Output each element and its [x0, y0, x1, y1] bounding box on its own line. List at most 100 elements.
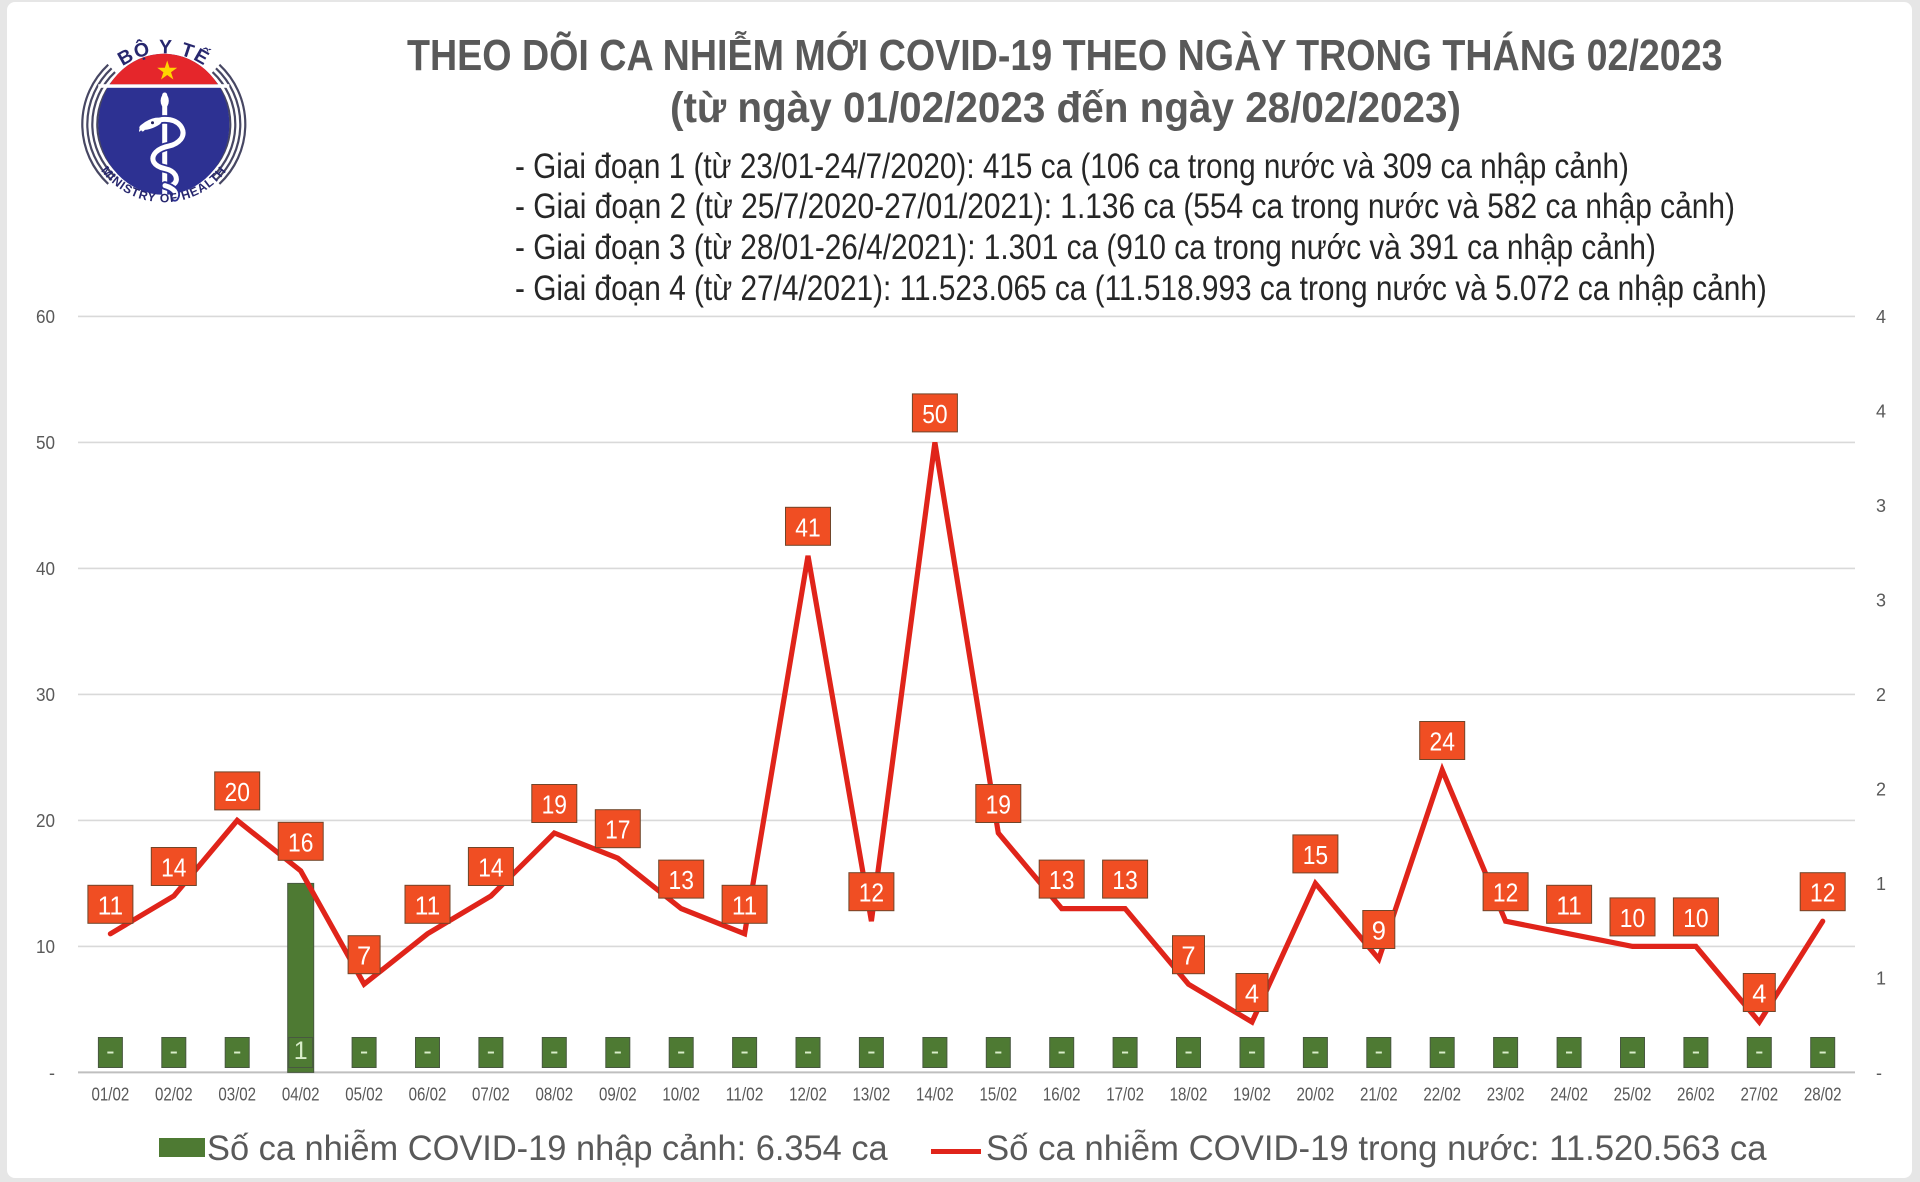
svg-text:11: 11: [732, 892, 757, 920]
svg-text:07/02: 07/02: [472, 1085, 510, 1105]
svg-text:10/02: 10/02: [662, 1085, 700, 1105]
svg-text:1: 1: [1876, 874, 1886, 894]
svg-text:20: 20: [36, 811, 55, 831]
svg-text:10: 10: [36, 937, 55, 957]
svg-text:27/02: 27/02: [1740, 1085, 1778, 1105]
svg-text:14/02: 14/02: [916, 1085, 954, 1105]
svg-text:-: -: [106, 1037, 114, 1065]
svg-text:-: -: [1184, 1037, 1192, 1065]
svg-text:3: 3: [1876, 496, 1886, 516]
svg-text:-: -: [1501, 1037, 1509, 1065]
svg-text:25/02: 25/02: [1614, 1085, 1652, 1105]
svg-text:13: 13: [1112, 867, 1137, 895]
svg-text:41: 41: [795, 514, 820, 542]
svg-text:-: -: [1692, 1037, 1700, 1065]
svg-text:-: -: [1438, 1037, 1446, 1065]
svg-text:12/02: 12/02: [789, 1085, 827, 1105]
svg-text:4: 4: [1876, 401, 1886, 421]
svg-text:60: 60: [36, 307, 55, 327]
svg-text:13/02: 13/02: [853, 1085, 891, 1105]
svg-text:-: -: [1819, 1037, 1827, 1065]
svg-text:19: 19: [542, 792, 567, 820]
svg-text:-: -: [423, 1037, 431, 1065]
svg-text:22/02: 22/02: [1423, 1085, 1461, 1105]
svg-text:09/02: 09/02: [599, 1085, 637, 1105]
svg-text:-: -: [1248, 1037, 1256, 1065]
svg-text:15/02: 15/02: [979, 1085, 1017, 1105]
svg-text:08/02: 08/02: [535, 1085, 573, 1105]
svg-text:40: 40: [36, 559, 55, 579]
svg-text:-: -: [1375, 1037, 1383, 1065]
svg-text:11: 11: [1556, 892, 1581, 920]
svg-text:03/02: 03/02: [218, 1085, 256, 1105]
svg-text:15: 15: [1303, 842, 1328, 870]
svg-text:50: 50: [36, 433, 55, 453]
svg-text:-: -: [1058, 1037, 1066, 1065]
svg-text:-: -: [1565, 1037, 1573, 1065]
svg-text:1: 1: [294, 1037, 308, 1065]
svg-text:7: 7: [357, 943, 371, 971]
svg-text:04/02: 04/02: [282, 1085, 320, 1105]
svg-text:21/02: 21/02: [1360, 1085, 1398, 1105]
svg-text:17: 17: [605, 817, 630, 845]
svg-text:-: -: [233, 1037, 241, 1065]
svg-text:14: 14: [478, 855, 503, 883]
svg-text:-: -: [1628, 1037, 1636, 1065]
svg-text:9: 9: [1372, 918, 1386, 946]
svg-text:12: 12: [1810, 880, 1835, 908]
svg-text:20/02: 20/02: [1297, 1085, 1335, 1105]
svg-text:-: -: [1121, 1037, 1129, 1065]
svg-text:1: 1: [1876, 968, 1886, 988]
svg-text:11: 11: [415, 892, 440, 920]
svg-text:16: 16: [288, 829, 313, 857]
svg-text:-: -: [804, 1037, 812, 1065]
svg-text:23/02: 23/02: [1487, 1085, 1525, 1105]
svg-text:12: 12: [1493, 880, 1518, 908]
svg-text:26/02: 26/02: [1677, 1085, 1715, 1105]
svg-text:17/02: 17/02: [1106, 1085, 1144, 1105]
svg-text:-: -: [931, 1037, 939, 1065]
svg-text:10: 10: [1620, 905, 1645, 933]
svg-text:-: -: [867, 1037, 875, 1065]
svg-text:-: -: [1311, 1037, 1319, 1065]
svg-text:14: 14: [161, 855, 186, 883]
svg-text:13: 13: [1049, 867, 1074, 895]
svg-text:4: 4: [1245, 981, 1259, 1009]
svg-text:24: 24: [1430, 729, 1455, 757]
svg-text:11: 11: [98, 892, 123, 920]
svg-text:-: -: [49, 1063, 55, 1083]
svg-text:24/02: 24/02: [1550, 1085, 1588, 1105]
svg-text:19/02: 19/02: [1233, 1085, 1271, 1105]
svg-text:-: -: [487, 1037, 495, 1065]
svg-text:7: 7: [1181, 943, 1195, 971]
svg-text:2: 2: [1876, 685, 1886, 705]
svg-text:11/02: 11/02: [726, 1085, 764, 1105]
svg-text:30: 30: [36, 685, 55, 705]
svg-text:-: -: [994, 1037, 1002, 1065]
svg-text:-: -: [677, 1037, 685, 1065]
svg-text:4: 4: [1752, 981, 1766, 1009]
svg-text:-: -: [360, 1037, 368, 1065]
svg-text:-: -: [614, 1037, 622, 1065]
svg-text:13: 13: [669, 867, 694, 895]
svg-text:18/02: 18/02: [1170, 1085, 1208, 1105]
svg-text:-: -: [1755, 1037, 1763, 1065]
svg-text:06/02: 06/02: [409, 1085, 447, 1105]
svg-text:16/02: 16/02: [1043, 1085, 1081, 1105]
svg-text:-: -: [170, 1037, 178, 1065]
svg-text:02/02: 02/02: [155, 1085, 193, 1105]
svg-text:2: 2: [1876, 779, 1886, 799]
svg-text:-: -: [740, 1037, 748, 1065]
svg-text:-: -: [550, 1037, 558, 1065]
svg-text:-: -: [1876, 1063, 1882, 1083]
svg-text:28/02: 28/02: [1804, 1085, 1842, 1105]
svg-text:20: 20: [225, 779, 250, 807]
svg-text:4: 4: [1876, 307, 1886, 327]
svg-text:3: 3: [1876, 590, 1886, 610]
svg-text:05/02: 05/02: [345, 1085, 383, 1105]
svg-text:50: 50: [922, 401, 947, 429]
svg-text:19: 19: [986, 792, 1011, 820]
svg-text:10: 10: [1683, 905, 1708, 933]
svg-text:01/02: 01/02: [92, 1085, 130, 1105]
svg-text:12: 12: [859, 880, 884, 908]
